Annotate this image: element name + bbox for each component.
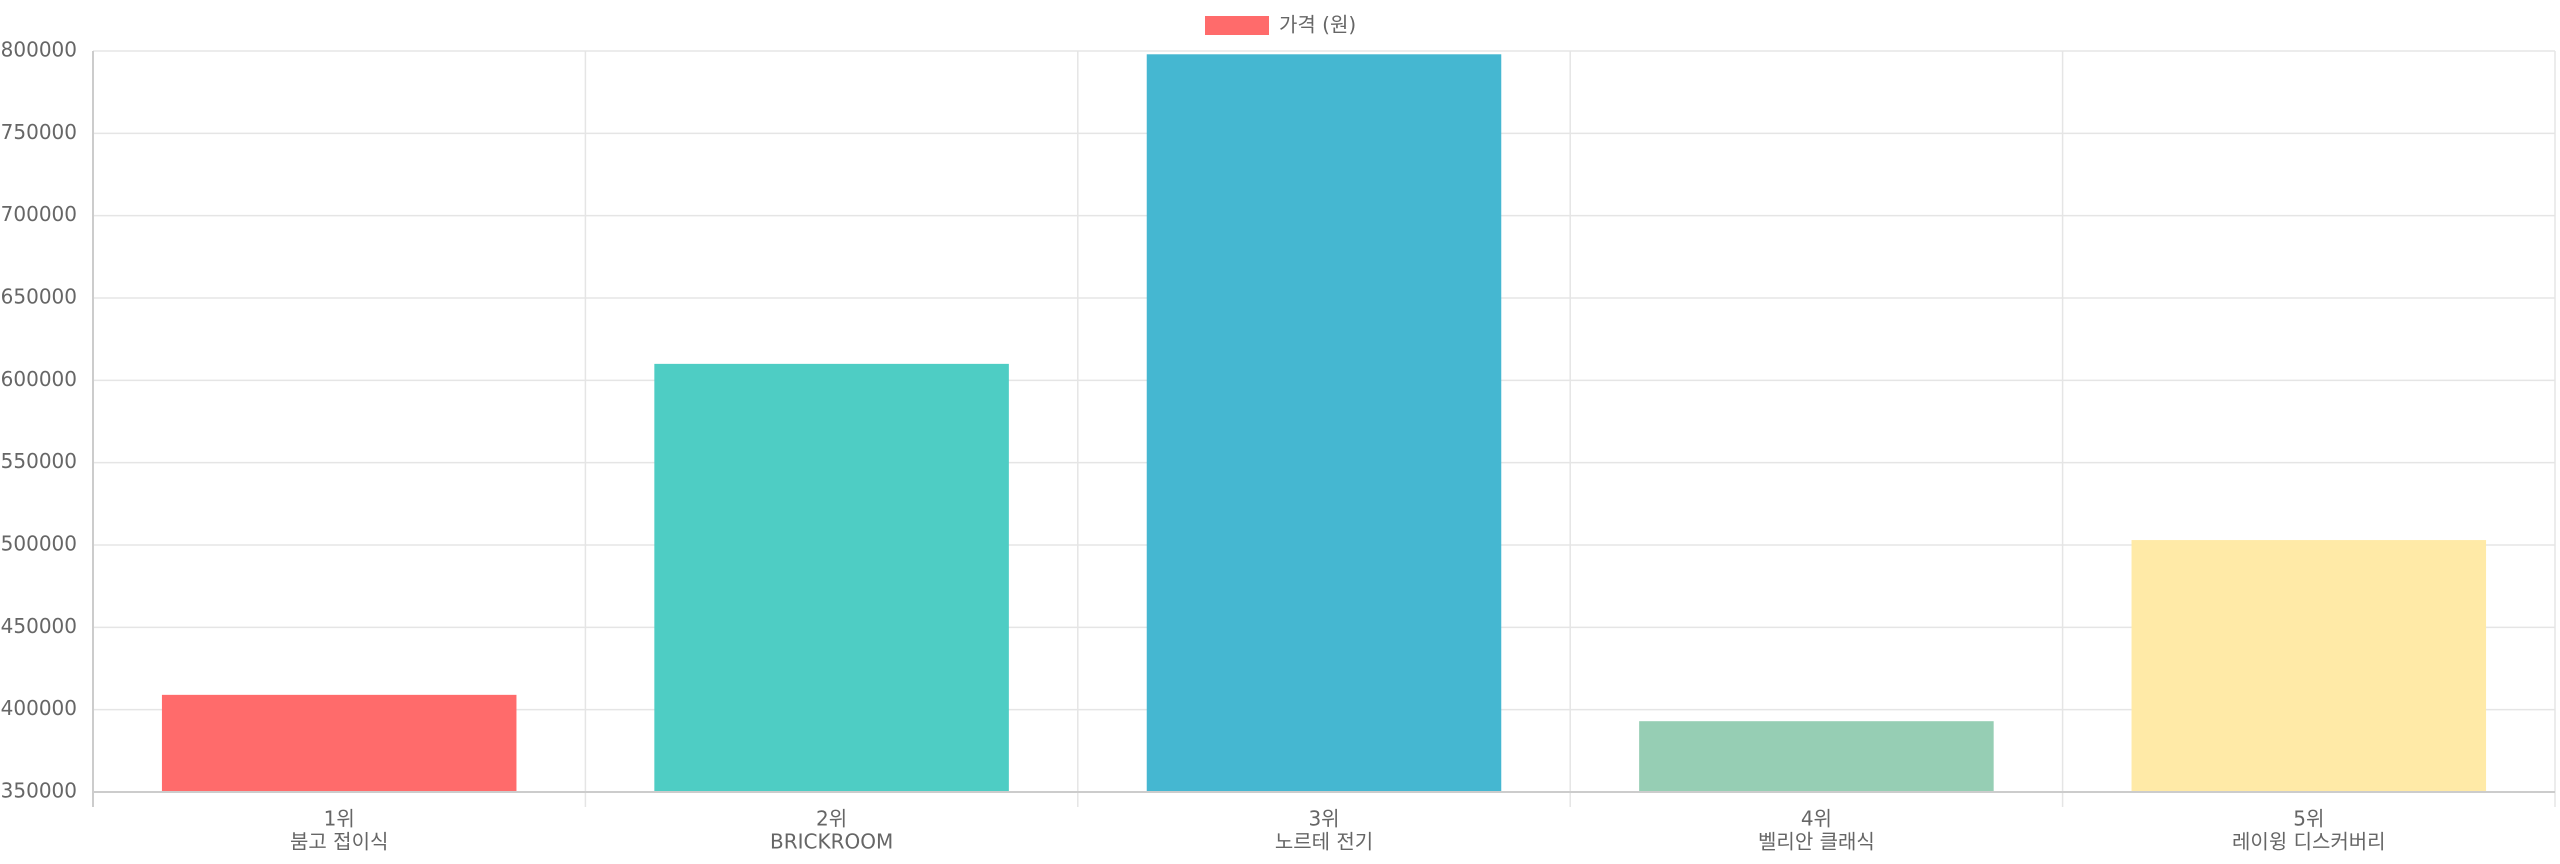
x-tick-label: 노르테 전기 [1275, 830, 1373, 854]
x-tick-label: 4위 [1801, 807, 1832, 831]
bar [1639, 721, 1994, 792]
x-tick-label: 2위 [816, 807, 847, 831]
y-tick-label: 400000 [1, 696, 77, 720]
y-tick-label: 800000 [1, 38, 77, 62]
bar [1146, 54, 1502, 792]
bar [161, 694, 517, 792]
y-tick-label: 650000 [1, 285, 77, 309]
y-tick-label: 600000 [1, 367, 77, 391]
y-tick-label: 350000 [1, 779, 77, 803]
x-tick-label: 벨리안 클래식 [1758, 830, 1875, 854]
y-tick-label: 500000 [1, 532, 77, 556]
y-tick-label: 700000 [1, 202, 77, 226]
y-tick-label: 450000 [1, 614, 77, 638]
legend-label: 가격 (원) [1279, 13, 1356, 37]
x-tick-label: BRICKROOM [770, 830, 893, 854]
bar [654, 363, 1009, 792]
x-tick-label: 3위 [1308, 807, 1339, 831]
x-tick-label: 5위 [2293, 807, 2324, 831]
x-tick-label: 붐고 접이식 [290, 830, 388, 854]
x-tick-label: 레이윙 디스커버리 [2232, 830, 2386, 854]
bar [2131, 540, 2487, 792]
legend-swatch [1205, 16, 1269, 35]
y-tick-label: 550000 [1, 449, 77, 473]
x-tick-label: 1위 [324, 807, 355, 831]
y-tick-label: 750000 [1, 120, 77, 144]
